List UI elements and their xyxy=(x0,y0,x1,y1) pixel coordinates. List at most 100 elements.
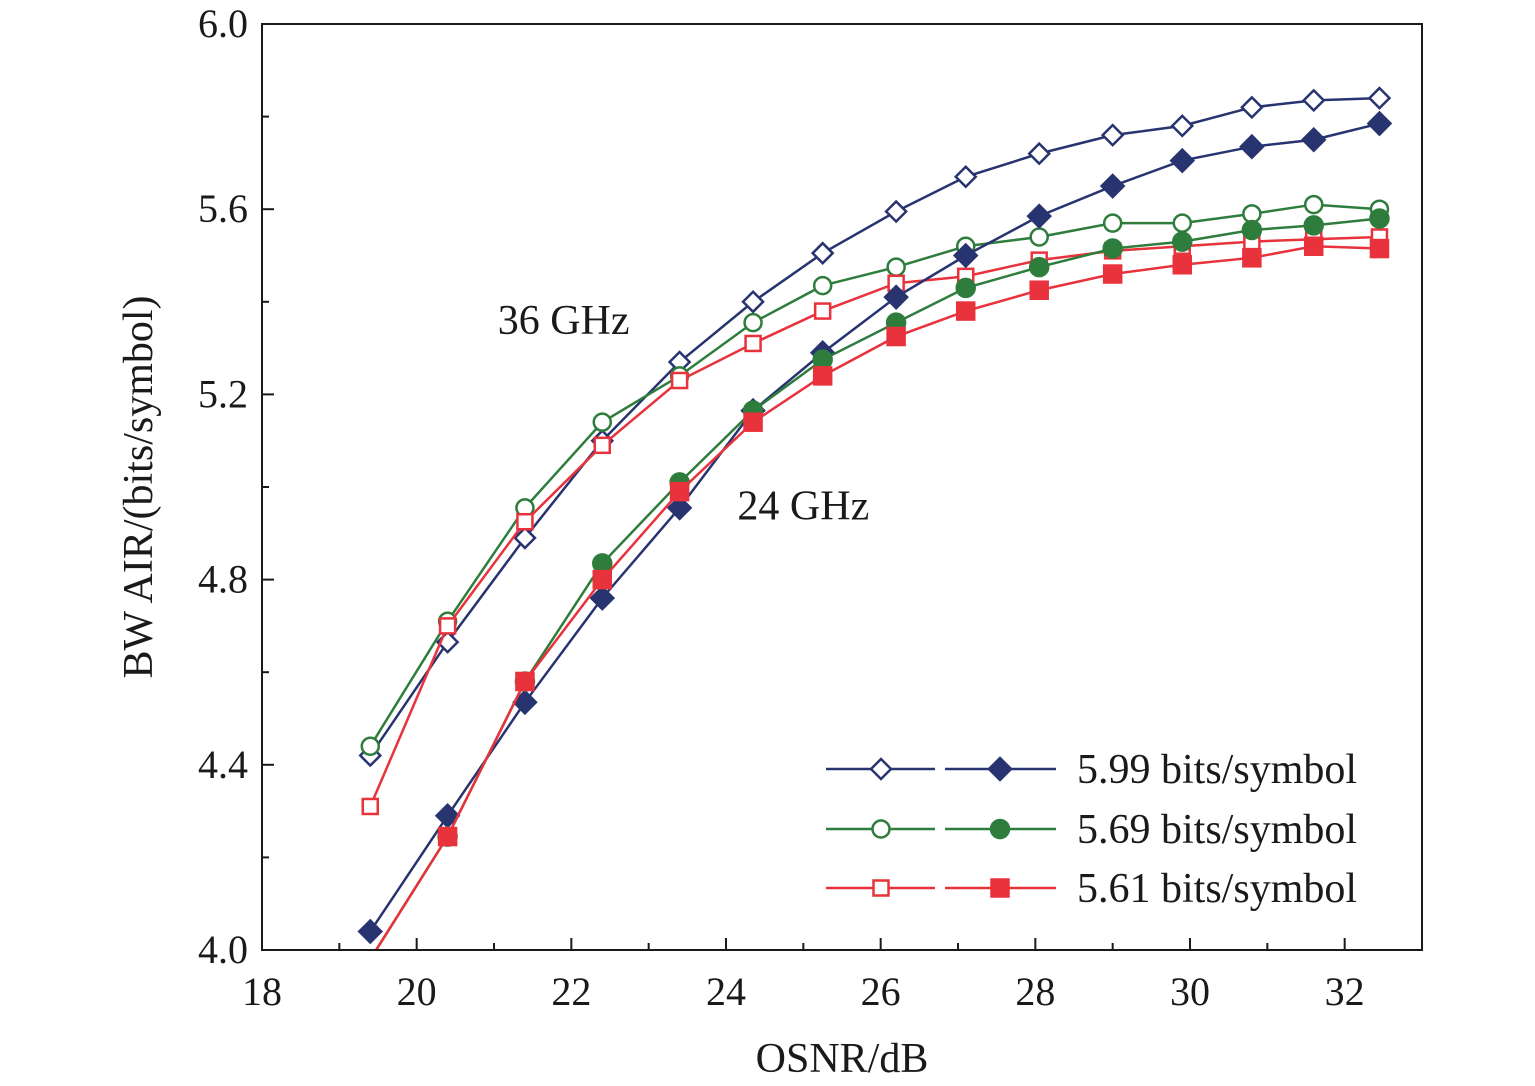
annotation-label: 36 GHz xyxy=(498,298,630,344)
data-point xyxy=(515,671,535,692)
axis-layer: 18 20 22 24 26 28 30 32 4.0 4.4 4.8 5.2 5.6 6.0 xyxy=(198,1,1365,1014)
data-point xyxy=(1242,248,1262,268)
x-tick-label: 28 xyxy=(1015,969,1055,1014)
data-point xyxy=(592,412,613,432)
data-point xyxy=(357,918,384,945)
data-point xyxy=(1369,208,1390,229)
legend-marker-filled xyxy=(987,756,1013,782)
data-point xyxy=(1369,238,1390,259)
data-point xyxy=(743,412,763,432)
x-tick-label: 24 xyxy=(706,969,746,1014)
annotation-label: 24 GHz xyxy=(737,483,869,529)
series-0-36-ghz xyxy=(358,86,1392,768)
x-tick-label: 22 xyxy=(551,969,591,1014)
data-point xyxy=(743,312,763,333)
y-axis-title: BW AIR/(bits/symbol) xyxy=(116,295,162,678)
x-tick-label: 20 xyxy=(397,969,437,1014)
data-point xyxy=(437,826,458,847)
x-axis-title: OSNR/dB xyxy=(756,1036,929,1082)
data-point xyxy=(812,349,833,370)
data-point xyxy=(886,257,906,277)
data-point xyxy=(1242,204,1262,224)
data-point xyxy=(1241,219,1263,241)
data-point xyxy=(592,553,613,574)
legend-marker-open xyxy=(872,879,890,897)
data-point xyxy=(1303,215,1324,236)
series-1-36-ghz xyxy=(360,194,1390,757)
series-line xyxy=(369,96,1380,757)
data-point xyxy=(1102,238,1123,259)
series-5-24-ghz xyxy=(360,236,1390,950)
data-point xyxy=(1028,256,1050,278)
data-point xyxy=(884,199,908,224)
data-point xyxy=(1172,255,1193,275)
x-tick-label: 18 xyxy=(242,969,282,1014)
data-point xyxy=(1102,213,1123,233)
data-point xyxy=(1240,95,1264,120)
data-point xyxy=(365,949,375,950)
series-line xyxy=(369,203,1380,747)
data-point xyxy=(666,495,693,521)
data-point xyxy=(1102,264,1123,284)
legend-label: 5.61 bits/symbol xyxy=(1077,866,1357,912)
data-point xyxy=(1301,88,1326,113)
data-point xyxy=(593,436,612,455)
data-point xyxy=(813,302,832,320)
data-point xyxy=(1239,133,1265,160)
legend-marker-filled xyxy=(989,818,1011,840)
data-point xyxy=(810,241,835,265)
data-point xyxy=(1172,213,1193,233)
legend-marker-open xyxy=(871,819,891,839)
data-point xyxy=(953,165,978,189)
y-tick-label: 5.2 xyxy=(198,371,248,416)
legend-marker-open xyxy=(869,757,893,781)
annotation-layer: 36 GHz 24 GHz xyxy=(498,298,870,529)
data-point xyxy=(741,290,765,314)
y-tick-label: 6.0 xyxy=(198,1,248,46)
data-point xyxy=(438,617,457,635)
series-layer xyxy=(357,86,1393,950)
data-point xyxy=(1300,126,1327,153)
data-point xyxy=(1367,86,1392,110)
data-point xyxy=(955,277,976,299)
data-point xyxy=(361,797,380,816)
y-tick-label: 4.4 xyxy=(198,742,248,787)
data-point xyxy=(1170,114,1195,138)
data-point xyxy=(1303,194,1324,215)
x-tick-label: 30 xyxy=(1170,969,1210,1014)
data-point xyxy=(883,284,909,310)
data-point xyxy=(1100,123,1125,147)
data-point xyxy=(1027,141,1051,166)
data-point xyxy=(1029,280,1049,300)
data-point xyxy=(1366,110,1393,137)
data-point xyxy=(589,585,616,611)
legend-entry: 5.61 bits/symbol xyxy=(826,866,1357,912)
legend-entry: 5.69 bits/symbol xyxy=(826,807,1357,853)
x-tick-label: 26 xyxy=(861,969,901,1014)
legend-label: 5.99 bits/symbol xyxy=(1077,747,1357,793)
data-point xyxy=(513,526,537,550)
data-point xyxy=(1099,173,1126,199)
data-point xyxy=(1169,147,1196,174)
data-point xyxy=(886,326,906,347)
legend: 5.99 bits/symbol 5.69 bits/symbol 5.61 bit… xyxy=(826,747,1357,912)
data-point xyxy=(1303,236,1324,256)
data-point xyxy=(744,334,762,353)
x-tick-label: 32 xyxy=(1325,969,1365,1014)
data-point xyxy=(592,569,613,590)
data-point xyxy=(516,512,534,531)
data-point xyxy=(669,481,690,502)
legend-label: 5.69 bits/symbol xyxy=(1077,807,1357,853)
data-point xyxy=(1026,203,1052,229)
data-point xyxy=(1172,231,1193,252)
y-tick-label: 5.6 xyxy=(198,186,248,231)
legend-entry: 5.99 bits/symbol xyxy=(826,747,1357,793)
data-point xyxy=(360,736,381,757)
legend-marker-filled xyxy=(990,878,1010,898)
data-point xyxy=(812,275,833,296)
data-point xyxy=(812,366,833,386)
data-point xyxy=(1029,227,1049,247)
data-point xyxy=(360,949,381,950)
y-tick-label: 4.0 xyxy=(198,927,248,972)
